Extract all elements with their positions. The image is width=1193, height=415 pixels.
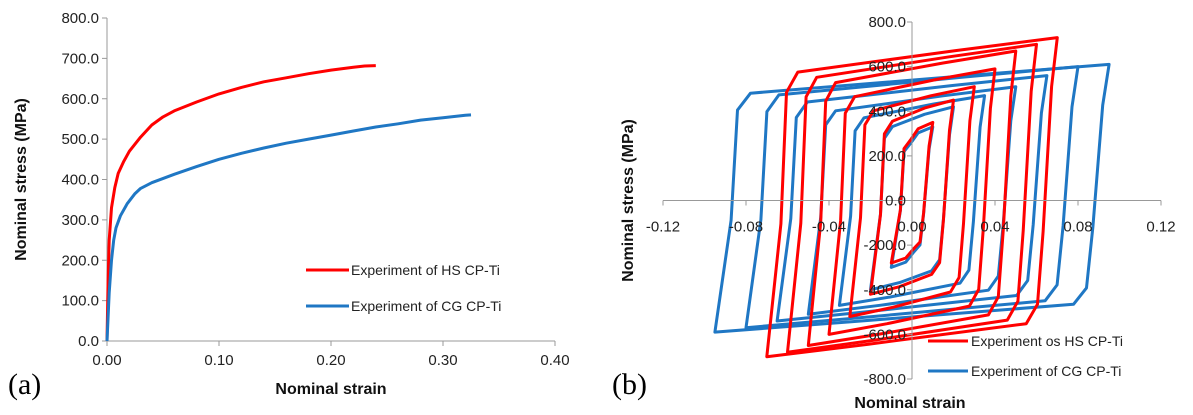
y-tick-label: 200.0: [61, 252, 99, 269]
y-tick-label: 200.0: [868, 148, 906, 165]
y-tick-label: 500.0: [61, 131, 99, 148]
hysteresis-loop-hs-2: [869, 98, 955, 296]
legend-label: Experiment os HS CP-Ti: [971, 333, 1123, 349]
hysteresis-loop-hs-5: [806, 49, 1018, 347]
hysteresis-loop-cg-3: [837, 94, 987, 307]
x-tick-label: 0.00: [897, 219, 926, 236]
y-axis-title: Nominal stress (MPa): [13, 98, 30, 261]
x-tick-label: -0.04: [812, 219, 846, 236]
y-tick-label: 600.0: [868, 59, 906, 76]
hysteresis-loop-hs-6: [786, 42, 1038, 354]
chart-b-cyclic: 800.0 600.0 400.0 200.0 0.0 -200.0 -400.0 -600.…: [620, 14, 1176, 412]
x-tick-label: 0.04: [980, 219, 1009, 236]
hysteresis-loop-hs-4: [827, 67, 997, 336]
x-tick-label: 0.12: [1146, 219, 1175, 236]
x-axis-title: Nominal strain: [854, 395, 965, 412]
x-tick-label: 0.20: [316, 352, 345, 369]
x-tick-label: 0.30: [428, 352, 457, 369]
x-tick-label: 0.10: [204, 352, 233, 369]
hysteresis-loop-cg-6: [744, 65, 1080, 330]
hysteresis-loop-hs-3: [848, 85, 976, 318]
hysteresis-loop-hs-7: [765, 36, 1059, 359]
y-tick-label: 0.0: [78, 333, 99, 350]
y-tick-label: 600.0: [61, 91, 99, 108]
series-line-cg-cp-ti: [105, 113, 472, 342]
hysteresis-loop-cg-5: [775, 74, 1049, 323]
y-tick-label: -400.0: [863, 282, 906, 299]
y-tick-label: 700.0: [61, 50, 99, 67]
x-axis-title: Nominal strain: [275, 381, 386, 398]
y-tick-label: 100.0: [61, 293, 99, 310]
panel-label-a: (a): [8, 368, 41, 401]
y-tick-label: 300.0: [61, 212, 99, 229]
y-tick-label: 400.0: [61, 172, 99, 189]
x-tick-label: 0.00: [92, 352, 121, 369]
x-tick-label: 0.08: [1063, 219, 1092, 236]
legend-label: Experiment of CG CP-Ti: [351, 298, 501, 314]
legend-label: Experiment of CG CP-Ti: [971, 363, 1121, 379]
y-tick-label: 400.0: [868, 103, 906, 120]
y-axis-title: Nominal stress (MPa): [620, 119, 637, 282]
x-tick-label: -0.12: [646, 219, 680, 236]
y-tick-label: 800.0: [61, 10, 99, 27]
legend-label: Experiment of HS CP-Ti: [351, 262, 500, 278]
y-tick-label: 0.0: [885, 193, 906, 210]
x-tick-label: 0.40: [540, 352, 569, 369]
y-tick-label: -600.0: [863, 326, 906, 343]
y-tick-label: -200.0: [863, 237, 906, 254]
series-line-hs-cp-ti: [105, 64, 376, 342]
chart-a-tensile: 0.0 100.0 200.0 300.0 400.0 500.0 600.0 700.0 80…: [13, 10, 570, 398]
y-tick-label: 800.0: [868, 14, 906, 31]
y-tick-label: -800.0: [863, 371, 906, 388]
panel-label-b: (b): [612, 368, 647, 401]
x-tick-label: -0.08: [729, 219, 763, 236]
